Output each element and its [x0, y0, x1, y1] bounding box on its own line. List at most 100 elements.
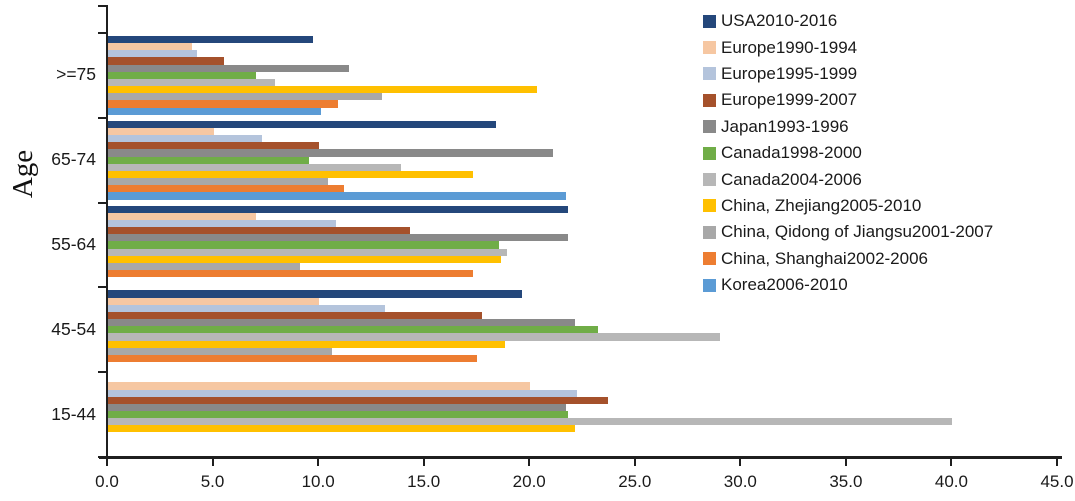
bar — [108, 142, 320, 150]
x-axis-tick — [317, 459, 320, 466]
bar — [108, 36, 313, 44]
legend: USA2010-2016 Europe1990-1994 Europe1995-19… — [703, 8, 993, 298]
bar — [108, 403, 567, 411]
bar — [108, 262, 301, 271]
legend-swatch — [703, 41, 716, 55]
bar — [108, 297, 320, 305]
bar — [108, 120, 497, 128]
bar — [108, 347, 332, 355]
legend-item: Canada2004-2006 — [703, 166, 993, 192]
legend-swatch — [703, 252, 716, 266]
legend-swatch — [703, 278, 716, 292]
legend-swatch — [703, 199, 716, 213]
legend-swatch — [703, 120, 716, 134]
legend-swatch — [703, 225, 716, 239]
bar — [108, 192, 567, 200]
x-axis-tick-label: 35.0 — [829, 472, 863, 491]
y-axis-tick — [98, 456, 107, 458]
bar — [108, 170, 474, 179]
bar — [108, 178, 328, 186]
bar — [108, 418, 953, 426]
bar — [108, 389, 577, 397]
x-axis-tick-label: 40.0 — [934, 472, 968, 491]
bar — [108, 64, 349, 72]
y-axis-tick — [98, 116, 107, 119]
bar — [108, 326, 598, 334]
bar — [108, 127, 214, 136]
legend-item: China, Zhejiang2005-2010 — [703, 193, 993, 219]
bar — [108, 333, 721, 341]
y-axis-category-label: 45-54 — [51, 318, 96, 339]
legend-item: Europe1999-2007 — [703, 87, 993, 113]
legend-swatch — [703, 173, 716, 187]
bar — [108, 255, 501, 263]
legend-label: USA2010-2016 — [721, 11, 838, 31]
bar — [108, 71, 256, 79]
bar — [108, 93, 383, 101]
x-axis-tick-label: 5.0 — [200, 472, 225, 491]
legend-label: Japan1993-1996 — [721, 116, 849, 136]
bar — [108, 163, 402, 171]
legend-swatch — [703, 93, 716, 107]
y-axis-category-label: 65-74 — [51, 149, 96, 170]
bar — [108, 135, 263, 143]
bar — [108, 156, 309, 164]
bar — [108, 248, 507, 256]
bar — [108, 304, 385, 312]
bar — [108, 270, 474, 278]
bar — [108, 212, 256, 220]
legend-label: Europe1995-1999 — [721, 63, 858, 83]
legend-item: China, Shanghai2002-2006 — [703, 246, 993, 272]
x-axis-tick — [528, 459, 531, 466]
y-axis-tick — [98, 32, 107, 34]
legend-label: Europe1990-1994 — [721, 37, 858, 57]
bar — [108, 219, 336, 228]
x-axis-tick-label: 0.0 — [95, 472, 119, 491]
bar — [108, 411, 569, 419]
x-axis-tick — [739, 459, 742, 466]
y-axis-tick — [98, 286, 107, 289]
y-axis-category-label: 55-64 — [51, 234, 96, 254]
y-axis-title: Age — [7, 149, 39, 199]
legend-swatch — [703, 67, 716, 81]
bar — [108, 396, 609, 404]
x-axis-tick — [633, 459, 636, 466]
legend-item: Korea2006-2010 — [703, 272, 993, 298]
bar — [108, 107, 322, 115]
x-axis-tick-label: 20.0 — [512, 472, 546, 491]
bar — [108, 100, 339, 108]
x-axis-tick-label: 25.0 — [618, 472, 652, 491]
x-axis-tick-label: 15.0 — [407, 472, 441, 491]
legend-item: Europe1995-1999 — [703, 61, 993, 87]
legend-swatch — [703, 14, 716, 28]
y-axis-line — [106, 5, 108, 458]
legend-label: Europe1999-2007 — [721, 90, 858, 110]
legend-label: China, Qidong of Jiangsu2001-2007 — [721, 222, 994, 242]
legend-label: China, Zhejiang2005-2010 — [721, 195, 922, 215]
bar — [108, 382, 531, 390]
legend-item: USA2010-2016 — [703, 8, 993, 34]
bar — [108, 205, 569, 213]
x-axis-tick-label: 30.0 — [723, 472, 757, 491]
x-axis-tick — [106, 459, 108, 466]
bar — [108, 241, 499, 249]
bar — [108, 319, 575, 327]
y-axis-tick — [98, 371, 107, 374]
x-axis-tick — [1056, 459, 1058, 466]
bar — [108, 50, 197, 58]
x-axis-tick — [211, 459, 214, 466]
bar — [108, 290, 522, 298]
legend-item: China, Qidong of Jiangsu2001-2007 — [703, 219, 993, 245]
bar — [108, 234, 569, 242]
legend-swatch — [703, 146, 716, 160]
x-axis-line — [99, 456, 1062, 459]
bar — [108, 354, 478, 362]
bar — [108, 340, 505, 348]
legend-item: Japan1993-1996 — [703, 114, 993, 140]
bar — [108, 425, 575, 433]
legend-label: China, Shanghai2002-2006 — [721, 248, 929, 268]
bar — [108, 311, 482, 320]
bar — [108, 86, 537, 94]
legend-item: Canada1998-2000 — [703, 140, 993, 166]
x-axis-tick — [844, 459, 847, 466]
